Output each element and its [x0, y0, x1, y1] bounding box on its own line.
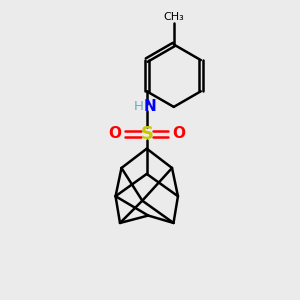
Text: O: O: [172, 126, 185, 141]
Text: N: N: [143, 99, 156, 114]
Text: S: S: [140, 125, 153, 143]
Text: H: H: [134, 100, 143, 113]
Text: O: O: [108, 126, 122, 141]
Text: CH₃: CH₃: [164, 12, 184, 22]
